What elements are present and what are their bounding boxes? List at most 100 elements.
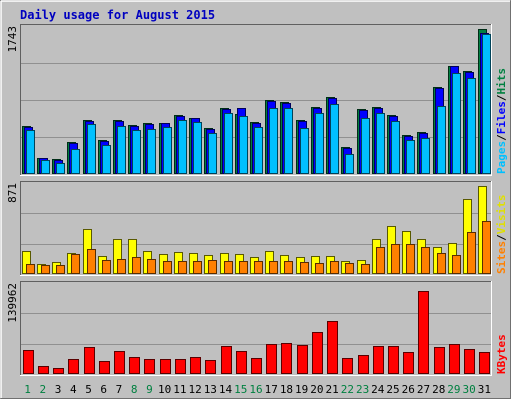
bar-sites-day-6	[102, 260, 111, 274]
bar-sites-day-14	[224, 261, 233, 274]
legend-part: Visits	[495, 195, 508, 235]
bar-sites-day-30	[467, 232, 476, 274]
panel-2: 871 Sites/Visits	[6, 181, 508, 276]
bar-kbytes-day-14	[221, 346, 232, 374]
bar-pages-day-3	[56, 163, 65, 174]
bar-kbytes-day-13	[205, 360, 216, 374]
bar-sites-day-25	[391, 244, 400, 274]
x-axis-day-label: 16	[249, 383, 262, 396]
bar-pages-day-7	[117, 126, 126, 174]
bar-kbytes-day-25	[388, 346, 399, 374]
x-axis-day-label: 19	[295, 383, 308, 396]
bar-sites-day-12	[193, 261, 202, 274]
bar-kbytes-day-20	[312, 332, 323, 374]
x-axis-day-label: 31	[478, 383, 491, 396]
bar-kbytes-day-24	[373, 346, 384, 374]
bar-sites-day-1	[26, 264, 35, 274]
bar-pages-day-25	[391, 121, 400, 174]
x-axis-day-label: 2	[40, 383, 47, 396]
bar-pages-day-5	[87, 124, 96, 174]
bar-kbytes-day-6	[99, 361, 110, 374]
bar-kbytes-day-12	[190, 357, 201, 374]
bar-sites-day-5	[87, 249, 96, 274]
bar-sites-day-28	[437, 253, 446, 274]
y-axis-max-label: 871	[6, 183, 19, 203]
bar-sites-day-18	[284, 261, 293, 274]
x-axis-day-label: 20	[310, 383, 323, 396]
x-axis-day-label: 22	[341, 383, 354, 396]
bar-kbytes-day-22	[342, 358, 353, 374]
bar-kbytes-day-15	[236, 351, 247, 374]
x-axis-day-label: 7	[116, 383, 123, 396]
bar-sites-day-27	[421, 247, 430, 274]
bar-sites-day-20	[315, 263, 324, 274]
bar-pages-day-17	[269, 108, 278, 174]
bar-pages-day-12	[193, 122, 202, 174]
legend-part: /	[495, 134, 508, 141]
legend-part: Pages	[495, 141, 508, 174]
bar-pages-day-4	[71, 149, 80, 174]
x-axis-day-label: 24	[371, 383, 385, 396]
bar-sites-day-3	[56, 265, 65, 274]
y-axis-max-label: 1743	[6, 26, 19, 53]
x-axis-day-label: 26	[402, 383, 415, 396]
bar-kbytes-day-28	[434, 347, 445, 374]
bar-sites-day-2	[41, 265, 50, 274]
x-axis-day-label: 11	[173, 383, 186, 396]
bar-sites-day-8	[132, 257, 141, 274]
bar-kbytes-day-10	[160, 359, 171, 374]
bar-kbytes-day-19	[297, 345, 308, 374]
bar-sites-day-23	[361, 264, 370, 274]
x-axis-day-label: 30	[463, 383, 476, 396]
x-axis-day-label: 28	[432, 383, 445, 396]
x-axis-day-label: 25	[386, 383, 399, 396]
bar-pages-day-16	[254, 127, 263, 174]
x-axis-day-label: 17	[265, 383, 278, 396]
bar-kbytes-day-4	[68, 359, 79, 374]
bar-kbytes-day-11	[175, 359, 186, 374]
bar-kbytes-day-17	[266, 344, 277, 374]
x-axis-day-label: 13	[204, 383, 217, 396]
x-axis-day-label: 8	[131, 383, 138, 396]
bar-pages-day-2	[41, 160, 50, 174]
bar-sites-day-16	[254, 261, 263, 274]
bar-sites-day-22	[345, 263, 354, 274]
bar-sites-day-29	[452, 255, 461, 274]
legend-part: /	[495, 234, 508, 241]
bar-sites-day-21	[330, 261, 339, 274]
bar-sites-day-13	[208, 260, 217, 274]
bar-sites-day-26	[406, 244, 415, 274]
bar-pages-day-18	[284, 108, 293, 174]
bar-kbytes-day-7	[114, 351, 125, 374]
bar-pages-day-23	[361, 118, 370, 174]
bar-kbytes-day-23	[358, 355, 369, 374]
bar-sites-day-4	[71, 254, 80, 274]
bar-sites-day-10	[163, 261, 172, 274]
legend-part: KBytes	[495, 334, 508, 374]
y-axis-max-label: 139962	[6, 283, 19, 323]
x-axis-day-label: 27	[417, 383, 430, 396]
bar-sites-day-11	[178, 261, 187, 274]
bar-kbytes-day-31	[479, 352, 490, 374]
bar-sites-day-17	[269, 261, 278, 274]
x-axis-day-label: 23	[356, 383, 369, 396]
bar-sites-day-24	[376, 247, 385, 274]
bar-kbytes-day-8	[129, 357, 140, 374]
series-legend-label: Sites/Visits	[495, 195, 508, 275]
bar-pages-day-21	[330, 104, 339, 174]
x-axis-day-label: 10	[158, 383, 171, 396]
bar-pages-day-27	[421, 138, 430, 174]
bar-kbytes-day-9	[144, 359, 155, 374]
bar-pages-day-29	[452, 73, 461, 174]
bar-sites-day-15	[239, 261, 248, 274]
x-axis-day-label: 14	[219, 383, 233, 396]
x-axis-day-label: 6	[100, 383, 107, 396]
series-legend-label: Pages/Files/Hits	[495, 68, 508, 174]
bar-kbytes-day-3	[53, 368, 64, 374]
bar-kbytes-day-5	[84, 347, 95, 374]
panel-1: 1743 Pages/Files/Hits	[6, 24, 508, 176]
bar-sites-day-31	[482, 221, 491, 274]
x-axis-day-label: 15	[234, 383, 247, 396]
bar-kbytes-day-27	[418, 291, 429, 374]
